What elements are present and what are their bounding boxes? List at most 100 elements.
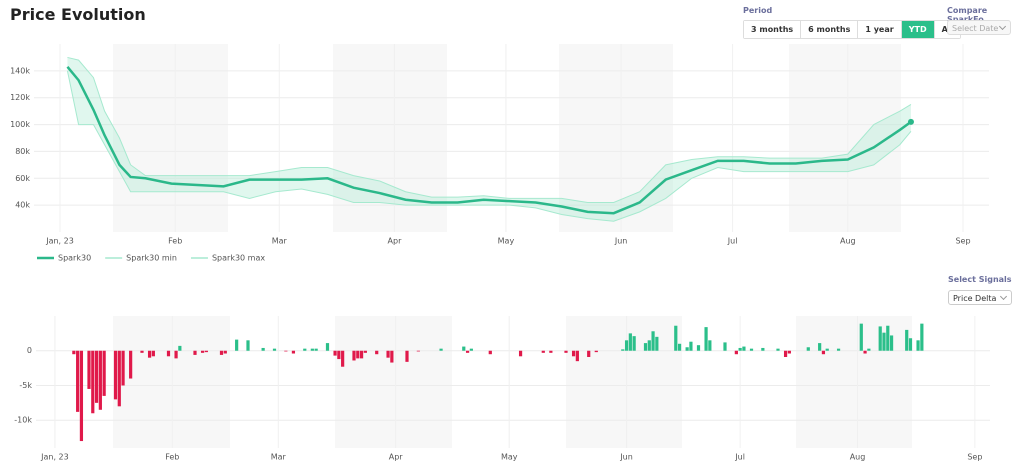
delta-bar [359, 350, 364, 359]
delta-bar [836, 348, 841, 351]
delta-bar [272, 348, 277, 351]
delta-bar [325, 343, 330, 351]
delta-bar [689, 341, 693, 351]
chevron [998, 22, 1007, 31]
delta-bar [375, 350, 379, 355]
x-tick-label: Jan, 23 [40, 453, 69, 462]
delta-bar [905, 329, 909, 351]
delta-bar [518, 350, 523, 357]
delta-bar [685, 347, 689, 351]
shade [333, 44, 447, 232]
delta-bar [776, 348, 780, 351]
delta-bar [261, 347, 265, 351]
price-line [66, 66, 912, 215]
delta-bar [742, 346, 746, 351]
end-point [907, 118, 914, 125]
delta-bar [723, 342, 727, 351]
delta-bar [174, 350, 178, 359]
delta-bar [117, 350, 121, 407]
delta-bar [356, 350, 360, 359]
delta-bar [674, 325, 678, 351]
signals-select[interactable]: Price Delta [948, 290, 1012, 305]
y-tick-label: 40k [15, 201, 30, 210]
legend-label: Spark30 max [212, 254, 265, 263]
delta-bar [333, 350, 337, 356]
period-button[interactable]: YTD [901, 21, 935, 38]
y-tick-label: 120k [10, 93, 30, 102]
delta-bar [200, 350, 205, 353]
delta-bar [806, 347, 810, 351]
compare-select[interactable]: Select Date [947, 20, 1011, 35]
compare-label: Compare SparkFo [947, 6, 988, 24]
delta-bar [632, 336, 636, 351]
x-tick-label: Jan, 23 [45, 237, 74, 246]
y-tick-label: 140k [10, 66, 30, 75]
delta-bar [98, 350, 102, 410]
y-tick-label: 100k [10, 120, 30, 129]
range-line [66, 70, 912, 222]
delta-bar [916, 340, 920, 351]
delta-bar [147, 350, 152, 358]
delta-bar [178, 345, 182, 351]
delta-bar [643, 343, 648, 351]
delta-bar [761, 347, 765, 351]
delta-bar [825, 348, 829, 351]
delta-bar [859, 323, 863, 351]
period-button[interactable]: 1 year [858, 21, 902, 38]
delta-bar [193, 350, 197, 355]
x-tick-label: Apr [389, 453, 404, 462]
delta-bar [416, 350, 420, 352]
x-tick-label: Sep [955, 237, 970, 246]
delta-bar [655, 336, 659, 351]
delta-bar [140, 350, 144, 353]
delta-bar [628, 333, 632, 351]
delta-bar [235, 339, 239, 351]
shade [335, 316, 452, 448]
y-tick-label: 80k [15, 147, 30, 156]
delta-bar [749, 348, 754, 351]
delta-bar [121, 350, 125, 386]
delta-bar [704, 327, 708, 351]
delta-bar [204, 350, 208, 353]
delta-bar [246, 340, 250, 351]
delta-bar [291, 350, 296, 354]
x-tick-label: Jul [734, 453, 745, 462]
x-tick-label: Sep [967, 453, 982, 462]
range-line [67, 56, 912, 203]
delta-bar [818, 343, 822, 351]
x-tick-label: Feb [165, 453, 179, 462]
delta-bar [651, 331, 655, 351]
delta-bar [571, 350, 576, 357]
delta-bar [284, 350, 288, 352]
placeholder: Select Date [952, 24, 999, 33]
chevron [999, 292, 1008, 301]
delta-bar [310, 348, 314, 351]
delta-bar [783, 350, 788, 357]
period-button[interactable]: 3 months [744, 21, 802, 38]
delta-bar [405, 350, 409, 362]
shade [796, 316, 912, 448]
delta-bar [72, 350, 76, 355]
x-tick-label: Mar [272, 237, 288, 246]
delta-bar [390, 350, 394, 363]
delta-bar [113, 350, 118, 400]
y-tick-label: 0 [27, 346, 32, 355]
x-tick-label: Feb [168, 237, 182, 246]
delta-bar [621, 349, 625, 351]
delta-bar [647, 340, 651, 351]
delta-bar [314, 348, 318, 351]
shade [789, 44, 901, 232]
page-title: Price Evolution [10, 5, 146, 24]
period-button[interactable]: 6 months [801, 21, 859, 38]
delta-bar [352, 350, 356, 361]
delta-bar [469, 348, 473, 351]
delta-bar [594, 350, 598, 353]
delta-bar [738, 347, 742, 351]
delta-bar [908, 338, 913, 351]
delta-bar [541, 350, 545, 353]
legend-label: Spark30 min [126, 254, 177, 263]
delta-bar [91, 350, 95, 414]
delta-bar [575, 350, 579, 362]
